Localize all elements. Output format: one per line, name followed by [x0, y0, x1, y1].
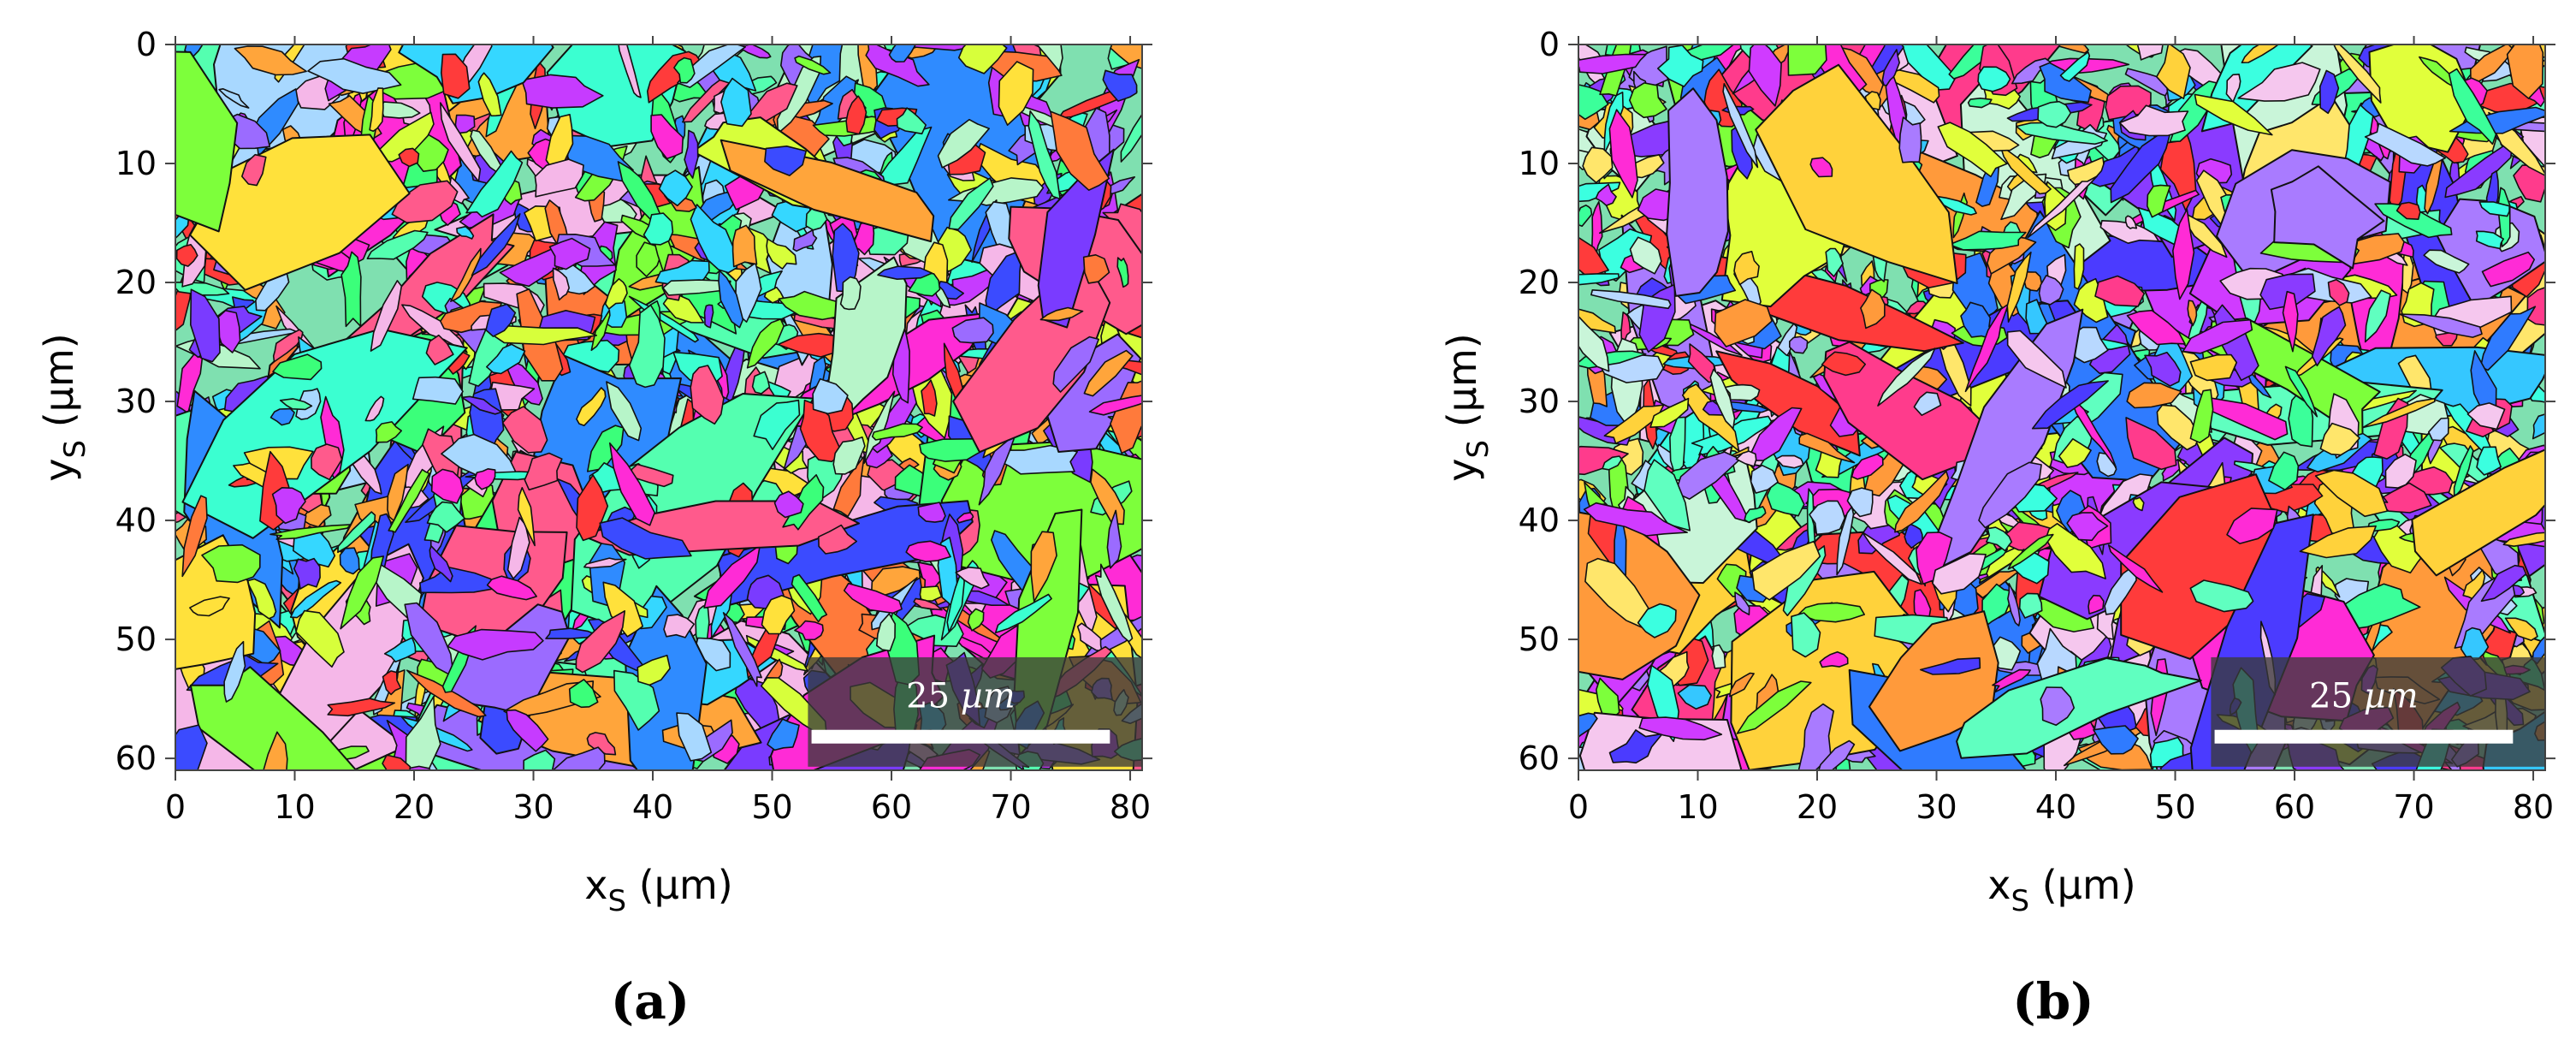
scale-bar-label: 25 µm: [906, 676, 1016, 716]
x-tick-label: 10: [1677, 788, 1718, 826]
x-tick-label: 10: [274, 788, 315, 826]
y-axis-title-a: yS (µm): [36, 333, 92, 481]
y-tick-label: 60: [115, 739, 157, 777]
grain: [1899, 117, 1921, 163]
x-tick-label: 60: [2274, 788, 2315, 826]
y-tick-label: 0: [136, 26, 157, 63]
x-tick-label: 0: [1568, 788, 1589, 826]
y-tick-label: 50: [115, 621, 157, 658]
x-tick-label: 70: [2393, 788, 2434, 826]
scale-bar-label: 25 µm: [2309, 676, 2419, 716]
x-axis-title-a: xS (µm): [584, 862, 732, 918]
x-tick-label: 80: [1110, 788, 1151, 826]
y-tick-label: 20: [115, 264, 157, 301]
x-tick-label: 50: [2154, 788, 2195, 826]
y-axis-title-b: yS (µm): [1439, 333, 1495, 481]
ebsd-map-figure-a: 0 10 20 30 40 50 60 70 80 0 10 20 30 40 50 60 25 µm xS…: [0, 0, 1283, 1054]
x-tick-label: 40: [2035, 788, 2076, 826]
y-tick-label: 10: [115, 145, 157, 182]
x-axis-title-b: xS (µm): [1987, 862, 2135, 918]
ebsd-map-a: [105, 0, 1228, 907]
grain: [413, 377, 463, 404]
y-tick-label: 10: [1519, 145, 1560, 182]
x-tick-label: 40: [632, 788, 673, 826]
x-tick-label: 20: [1797, 788, 1838, 826]
grain: [1788, 27, 1827, 75]
x-tick-label: 70: [990, 788, 1031, 826]
y-tick-label: 60: [1519, 739, 1560, 777]
y-tick-label: 50: [1519, 621, 1560, 658]
x-tick-label: 60: [871, 788, 912, 826]
y-tick-label: 30: [1519, 383, 1560, 420]
grain: [920, 586, 941, 601]
panel-a: 0 10 20 30 40 50 60 70 80 0 10 20 30 40 50 60 25 µm xS…: [0, 0, 1283, 1054]
x-tick-label: 20: [394, 788, 435, 826]
panel-caption-b: (b): [2012, 972, 2093, 1030]
x-tick-label: 30: [512, 788, 554, 826]
panel-b: 0 10 20 30 40 50 60 70 80 0 10 20 30 40 50 60 25 µm xS…: [1403, 0, 2576, 1054]
y-tick-label: 20: [1519, 264, 1560, 301]
scale-bar-b: 25 µm: [2211, 657, 2545, 767]
x-tick-label: 0: [165, 788, 186, 826]
y-tick-label: 30: [115, 383, 157, 420]
y-tick-label: 40: [115, 502, 157, 539]
x-tick-label: 50: [751, 788, 792, 826]
ebsd-map-figure-b: 0 10 20 30 40 50 60 70 80 0 10 20 30 40 50 60 25 µm xS…: [1403, 0, 2576, 1054]
y-tick-label: 40: [1519, 502, 1560, 539]
x-tick-label: 30: [1916, 788, 1957, 826]
scale-bar-a: 25 µm: [808, 657, 1142, 767]
x-tick-label: 80: [2513, 788, 2554, 826]
panel-caption-a: (a): [611, 972, 690, 1030]
y-tick-label: 0: [1539, 26, 1560, 63]
scale-bar-line: [812, 730, 1110, 744]
scale-bar-line: [2215, 730, 2514, 744]
